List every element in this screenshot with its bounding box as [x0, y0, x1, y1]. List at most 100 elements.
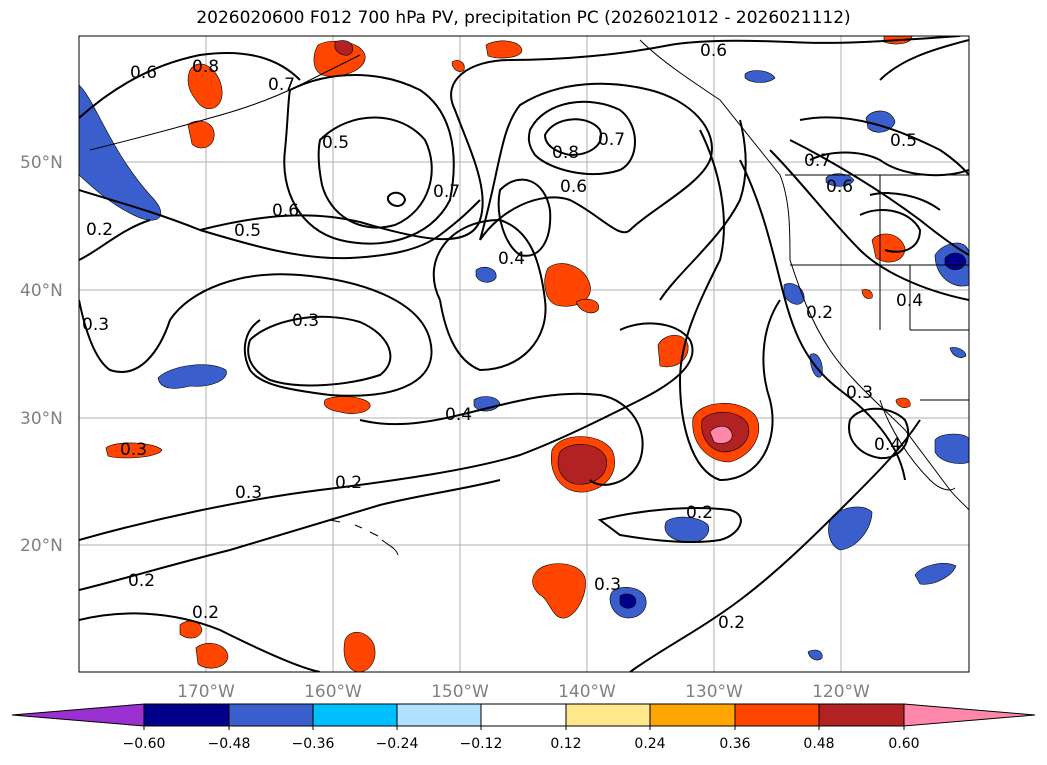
precip-blob [557, 444, 607, 485]
precip-blob [825, 173, 855, 187]
contour-label: 0.3 [292, 311, 319, 331]
lon-label: 170°W [177, 682, 235, 702]
precip-blob [949, 347, 967, 358]
contour-label: 0.4 [874, 435, 901, 455]
pv-contour [527, 100, 636, 176]
pv-contour [809, 151, 969, 177]
contour-label: 0.5 [890, 131, 917, 151]
lat-label: 50°N [20, 153, 63, 173]
colorbar-segment [818, 703, 905, 727]
pv-contour [79, 189, 481, 260]
pv-contour [799, 116, 969, 176]
contour-label: 0.8 [192, 57, 219, 77]
contour-label: 0.3 [235, 483, 262, 503]
precip-blob [575, 298, 599, 314]
pv-contour [79, 273, 433, 397]
colorbar-extend-high [903, 703, 1036, 727]
hawaii-islands [329, 519, 399, 556]
colorbar-tick-label: 0.36 [719, 736, 750, 752]
colorbar-segment [396, 703, 482, 727]
colorbar-ticks: −0.60 −0.48 −0.36 −0.24 −0.12 0.12 0.24 … [123, 726, 920, 752]
colorbar-tick-label: 0.12 [550, 736, 581, 752]
pv-contour [432, 218, 547, 372]
colorbar-tick-label: −0.60 [123, 736, 166, 752]
pv-contour [497, 178, 552, 257]
precip-blob [343, 632, 376, 672]
colorbar-tick-label: −0.48 [208, 736, 251, 752]
precip-blob [157, 364, 227, 389]
contour-label: 0.7 [598, 130, 625, 150]
precip-blob [451, 60, 465, 72]
contour-label: 0.2 [806, 303, 833, 323]
precip-blob [709, 425, 733, 444]
pv-contour [597, 507, 742, 544]
colorbar-extend-low [11, 703, 145, 727]
contour-label: 0.3 [594, 575, 621, 595]
contour-label: 0.3 [846, 383, 873, 403]
aleutian-chain [89, 54, 361, 151]
contour-label: 0.2 [335, 473, 362, 493]
precip-blob [485, 40, 523, 59]
pv-contour [869, 192, 941, 211]
pv-contour [79, 52, 301, 119]
contour-label: 0.2 [686, 503, 713, 523]
precip-blob [914, 563, 957, 585]
colorbar-tick-label: −0.36 [292, 736, 335, 752]
map-frame [78, 35, 970, 673]
colorbar-tick-label: 0.48 [803, 736, 834, 752]
colorbar [11, 703, 1036, 727]
contour-label: 0.3 [120, 440, 147, 460]
precip-blob [807, 649, 823, 661]
colorbar-tick-label: −0.12 [460, 736, 503, 752]
pv-contour [678, 129, 781, 482]
colorbar-tick-label: 0.60 [888, 736, 919, 752]
lon-label: 150°W [431, 682, 489, 702]
lon-label: 130°W [685, 682, 743, 702]
precip-blob [828, 506, 873, 551]
pv-contour [283, 74, 455, 245]
lat-label: 20°N [20, 536, 63, 556]
pv-contour [879, 39, 969, 81]
contour-label: 0.6 [560, 177, 587, 197]
contour-label: 0.2 [718, 613, 745, 633]
colorbar-segment [649, 703, 736, 727]
colorbar-tick-label: −0.24 [376, 736, 419, 752]
precip-blob [657, 334, 689, 368]
precip-blob [195, 643, 229, 669]
lon-label: 140°W [558, 682, 616, 702]
precip-blob [187, 63, 223, 109]
graticule [79, 36, 969, 672]
coastline-north-america [639, 39, 969, 511]
colorbar-segment [228, 703, 314, 727]
contour-label: 0.2 [86, 220, 113, 240]
colorbar-segment [143, 703, 230, 727]
colorbar-tick-label: 0.24 [634, 736, 665, 752]
pv-contour [199, 36, 961, 241]
precip-blob [179, 620, 203, 639]
contour-label: 0.2 [128, 571, 155, 591]
pv-contour [543, 118, 602, 157]
contour-label: 0.3 [82, 315, 109, 335]
precip-blob [334, 40, 353, 56]
contour-label: 0.5 [322, 133, 349, 153]
pv-contour [317, 116, 433, 229]
lon-label: 120°W [812, 682, 870, 702]
precip-blob [187, 120, 215, 149]
contour-label: 0.4 [896, 291, 923, 311]
contour-label: 0.7 [433, 182, 460, 202]
pv-contour [859, 209, 922, 253]
contour-label: 0.6 [272, 201, 299, 221]
contour-label: 0.7 [804, 151, 831, 171]
colorbar-segment [734, 703, 820, 727]
pv-contour [79, 479, 501, 591]
colorbar-segment [565, 703, 651, 727]
lon-label: 160°W [304, 682, 362, 702]
contour-label: 0.6 [700, 41, 727, 61]
contour-label: 0.7 [268, 75, 295, 95]
pv-contour [769, 149, 969, 301]
pv-contour [848, 407, 910, 460]
contour-label: 0.5 [234, 221, 261, 241]
precip-shading [79, 36, 969, 672]
pv-contour [359, 392, 644, 486]
precip-blob [532, 563, 586, 619]
